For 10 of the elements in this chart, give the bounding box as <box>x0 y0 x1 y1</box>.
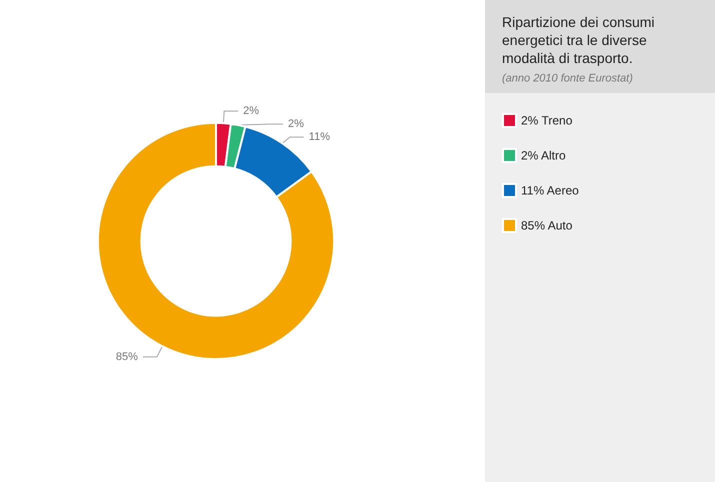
legend-label: 11% Aereo <box>521 184 580 198</box>
data-label: 85% <box>116 350 138 363</box>
legend-label: 2% Altro <box>521 148 566 162</box>
data-label: 2% <box>243 105 260 118</box>
data-label: 2% <box>288 118 304 130</box>
chart-subtitle: (anno 2010 fonte Eurostat) <box>502 72 634 84</box>
chart-title: Ripartizione dei consumi energetici tra le diverse modalità di trasporto. <box>502 14 658 66</box>
legend-label: 2% Treno <box>521 114 573 128</box>
data-label: 11% <box>308 131 330 144</box>
legend-label: 85% Auto <box>521 218 573 232</box>
